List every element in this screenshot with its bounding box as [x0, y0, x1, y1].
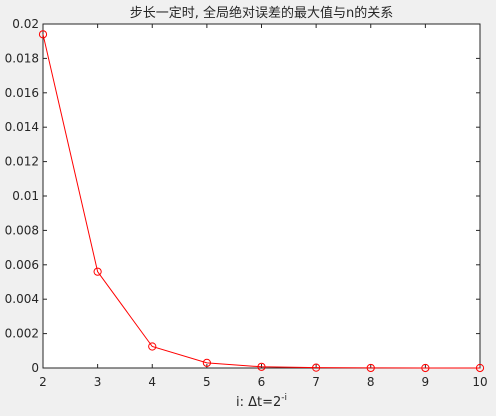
y-tick-label: 0.008: [5, 223, 39, 237]
x-tick-label: 6: [258, 375, 266, 389]
x-tick-label: 3: [94, 375, 102, 389]
y-tick-label: 0.004: [5, 292, 39, 306]
data-point-marker: [93, 267, 102, 276]
y-tick-label: 0.012: [5, 155, 39, 169]
data-point-marker: [148, 342, 157, 351]
x-tick-label: 2: [39, 375, 47, 389]
y-tick-label: 0: [31, 361, 39, 375]
plot-area: [42, 23, 481, 369]
x-tick-label: 10: [472, 375, 487, 389]
x-axis-label-superscript: -i: [281, 393, 287, 403]
data-point-marker: [475, 363, 485, 373]
series-line: [42, 34, 481, 369]
y-tick-label: 0.014: [5, 120, 39, 134]
y-tick-label: 0.02: [12, 17, 39, 31]
data-point-marker: [366, 363, 375, 373]
y-tick-label: 0.002: [5, 327, 39, 341]
x-tick-label: 5: [203, 375, 211, 389]
x-tick-label: 9: [422, 375, 430, 389]
y-tick-label: 0.01: [12, 189, 39, 203]
data-point-marker: [202, 358, 211, 367]
series-layer: [38, 30, 485, 373]
y-tick-label: 0.018: [5, 51, 39, 65]
y-axis: 0 0.002 0.004 0.006 0.008 0.01 0.012 0.014 0.016…: [5, 17, 480, 375]
data-point-marker: [312, 363, 321, 372]
x-axis-label-main: i: Δt=2: [236, 395, 281, 410]
x-axis-label: i: Δt=2-i: [236, 393, 287, 410]
data-point-marker: [421, 363, 430, 373]
chart-title: 步长一定时, 全局绝对误差的最大值与n的关系: [130, 5, 394, 21]
y-tick-label: 0.006: [5, 258, 39, 272]
x-axis: 2 3 4 5 6 7 8 9 10: [39, 24, 488, 389]
x-tick-label: 4: [148, 375, 156, 389]
x-tick-label: 7: [312, 375, 320, 389]
data-point-marker: [38, 30, 48, 39]
x-tick-label: 8: [367, 375, 375, 389]
data-point-marker: [257, 362, 266, 371]
y-tick-label: 0.016: [5, 86, 39, 100]
